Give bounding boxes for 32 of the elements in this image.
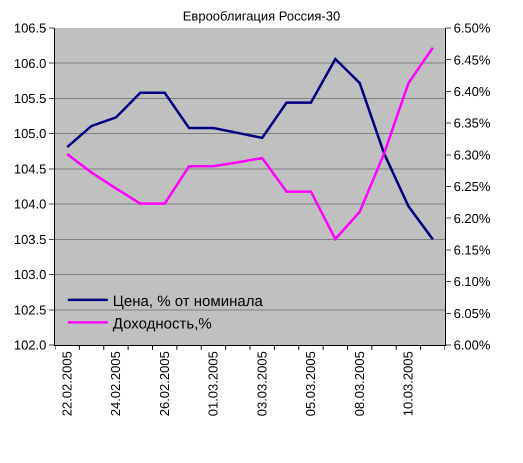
y-tick-label: 102.0 (14, 338, 46, 353)
legend-label: Доходность,% (112, 315, 212, 332)
y-tick-label: 103.5 (14, 232, 46, 247)
y2-tick-label: 6.20% (454, 210, 491, 226)
chart-title: Еврооблигация Россия-30 (182, 8, 340, 24)
legend-label: Цена, % от номинала (112, 292, 264, 310)
y2-tick-label: 6.35% (454, 116, 491, 131)
y-tick-label: 105.5 (14, 90, 46, 106)
y2-tick-label: 6.50% (454, 20, 491, 36)
y2-tick-label: 6.45% (454, 52, 491, 68)
x-tick-label: 03.03.2005 (254, 351, 270, 416)
y-tick-label: 102.5 (14, 302, 46, 318)
y2-tick-label: 6.30% (454, 147, 491, 162)
y-tick-label: 106.5 (14, 20, 46, 36)
x-tick-label: 01.03.2005 (206, 351, 221, 416)
y-tick-label: 104.0 (14, 196, 46, 212)
y2-tick-label: 6.40% (454, 84, 491, 99)
y-tick-label: 105.0 (14, 126, 46, 142)
y2-tick-label: 6.05% (454, 306, 491, 321)
y-tick-label: 106.0 (14, 56, 46, 71)
x-tick-label: 05.03.2005 (303, 351, 318, 416)
y2-tick-label: 6.25% (454, 179, 491, 194)
x-tick-label: 26.02.2005 (156, 351, 172, 416)
x-tick-label: 08.03.2005 (352, 351, 367, 416)
x-tick-label: 10.03.2005 (400, 351, 416, 416)
x-tick-label: 24.02.2005 (108, 351, 124, 416)
y2-tick-label: 6.15% (454, 242, 491, 258)
y-tick-label: 104.5 (14, 161, 46, 176)
x-tick-label: 22.02.2005 (59, 351, 74, 416)
y2-tick-label: 6.00% (454, 338, 491, 353)
y2-tick-label: 6.10% (454, 274, 491, 290)
y-tick-label: 103.0 (14, 267, 46, 282)
